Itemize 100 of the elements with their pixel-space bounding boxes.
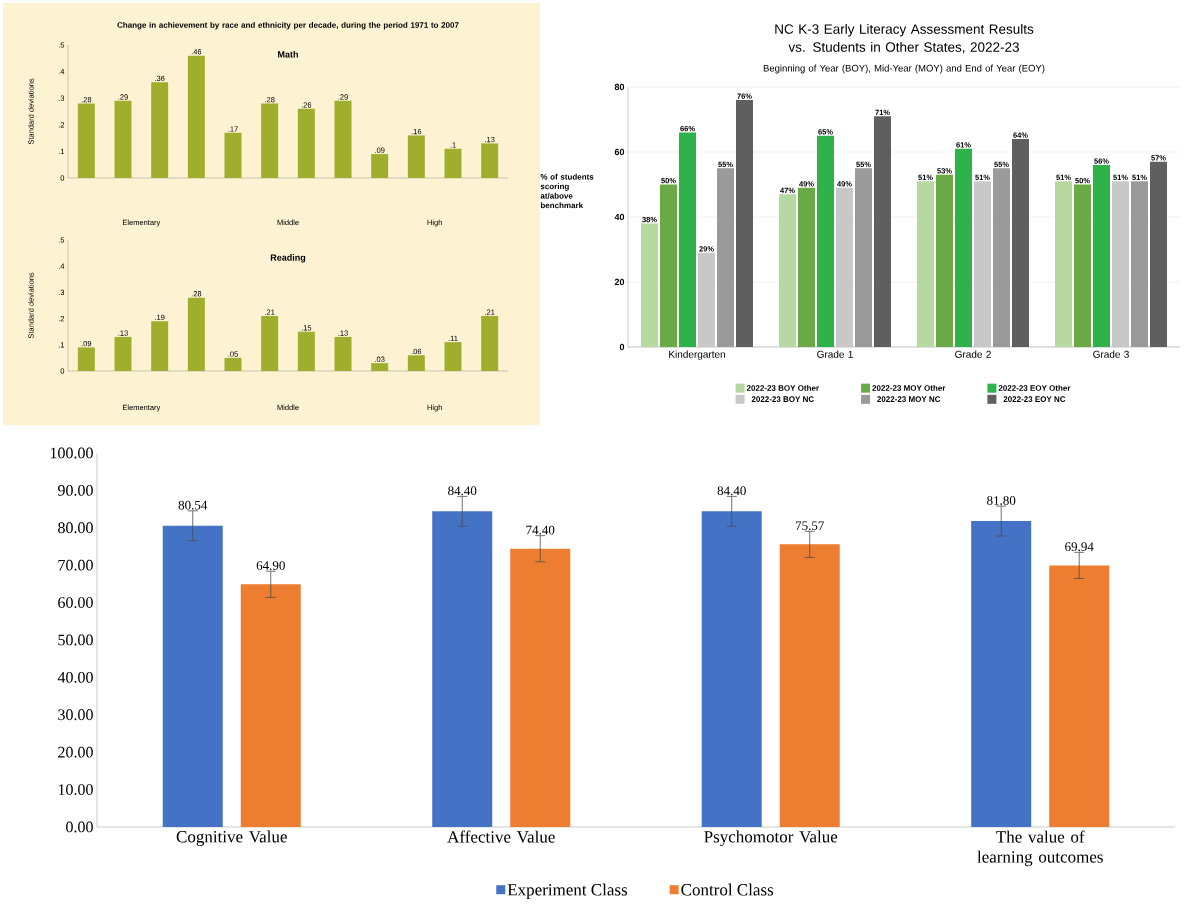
bar: [240, 584, 301, 827]
bar: [736, 99, 754, 347]
legend-label: 2022-23 MOY NC: [877, 396, 941, 402]
data-label: 64.90: [256, 561, 285, 570]
data-label: 84.40: [717, 486, 746, 496]
data-label: 69.94: [1065, 542, 1094, 552]
legend-label: 2022-23 EOY NC: [1003, 396, 1066, 402]
bar: [187, 297, 205, 371]
bar: [817, 135, 835, 347]
chart-title: NC K-3 Early Literacy Assessment Results vs. Students in Other States, 2022-23: [775, 23, 1034, 54]
y-axis-title: % of students scoring at/above benchmark: [540, 173, 594, 209]
x-tick-label: The value of learning outcomes: [977, 830, 1103, 867]
bar: [917, 181, 935, 347]
y-tick-label: 100.00: [50, 447, 93, 459]
bar: [261, 103, 279, 178]
chart-subtitle: Beginning of Year (BOY), Mid-Year (MOY) and End of Year (EOY): [763, 64, 1045, 74]
bar: [936, 174, 954, 347]
bar: [114, 100, 132, 178]
bar: [432, 511, 493, 827]
bar: [371, 363, 389, 371]
bar: [297, 108, 315, 178]
legend-label: Control Class: [681, 883, 774, 896]
y-tick-label: 40: [614, 213, 625, 221]
bar: [874, 116, 892, 347]
bar: [371, 154, 389, 178]
bar: [334, 336, 352, 371]
bar: [1150, 161, 1168, 347]
legend-label: 2022-23 BOY NC: [751, 396, 814, 402]
bar: [151, 82, 169, 178]
bar: [1131, 181, 1149, 347]
bar: [1093, 164, 1111, 347]
bar: [779, 544, 840, 827]
bar: [407, 135, 425, 178]
bar: [77, 103, 95, 178]
bar: [679, 132, 697, 347]
bar: [701, 511, 762, 827]
bar: [162, 525, 223, 827]
bar: [1055, 181, 1073, 347]
data-label: 75.57: [795, 521, 824, 531]
data-label: 74.40: [526, 525, 555, 535]
x-tick-label: Cognitive Value: [176, 830, 287, 846]
bar: [641, 223, 658, 347]
legend-label: 2022-23 EOY Other: [998, 384, 1071, 391]
bar: [1049, 565, 1110, 827]
x-tick-label: Affective Value: [447, 830, 555, 843]
bar: [224, 132, 242, 178]
bar: [407, 355, 425, 371]
bar: [77, 347, 95, 371]
bar: [798, 187, 815, 347]
bar: [187, 55, 205, 178]
x-tick-label: Grade 3: [1093, 350, 1129, 358]
data-label: 80.54: [178, 500, 208, 510]
bar: [717, 168, 735, 347]
y-tick-label: 40.00: [57, 671, 93, 683]
data-label: 84.40: [448, 486, 477, 496]
bar: [660, 184, 678, 347]
bar: [444, 342, 462, 371]
bar: [444, 148, 462, 178]
y-tick-label: 30.00: [58, 709, 93, 721]
bar: [481, 143, 499, 178]
bar: [1074, 184, 1092, 347]
legend-label: 2022-23 BOY Other: [746, 384, 819, 391]
x-tick-label: Grade 1: [817, 350, 853, 358]
y-tick-label: 50.00: [58, 634, 93, 646]
bar: [855, 168, 873, 347]
bar: [481, 315, 499, 371]
bar: [334, 100, 352, 178]
bar: [261, 315, 279, 371]
bar: [297, 331, 315, 371]
y-tick-label: 0.00: [66, 821, 93, 833]
y-tick-label: 80: [614, 83, 625, 91]
text: Math: [278, 51, 298, 58]
y-tick-label: 60: [614, 148, 625, 156]
data-label: 81.80: [987, 496, 1016, 505]
bar: [1112, 181, 1130, 347]
bar: [151, 321, 169, 371]
y-tick-label: 20.00: [58, 746, 93, 758]
bar: [974, 181, 992, 347]
bar: [955, 148, 973, 347]
x-tick-label: Kindergarten: [669, 350, 725, 360]
y-tick-label: 10.00: [58, 784, 93, 796]
bar: [114, 336, 132, 371]
text: Reading: [270, 254, 306, 263]
bar: [993, 168, 1011, 347]
chart-title: Change in achievement by race and ethnicity per decade, during the period 1971 to 2007: [117, 21, 459, 30]
y-tick-label: 80.00: [58, 522, 93, 534]
legend-label: 2022-23 MOY Other: [872, 384, 946, 391]
bar: [836, 187, 854, 347]
y-tick-label: 70.00: [58, 559, 93, 571]
y-tick-label: 0: [619, 343, 625, 351]
x-tick-label: Grade 2: [955, 350, 991, 358]
y-tick-label: 90.00: [57, 484, 93, 496]
bar: [510, 548, 571, 827]
legend-label: Experiment Class: [507, 883, 628, 899]
bar: [1012, 139, 1030, 347]
y-tick-label: 20: [614, 278, 625, 286]
bar: [971, 521, 1032, 827]
x-tick-label: Psychomotor Value: [704, 830, 838, 846]
bar: [224, 357, 242, 371]
y-tick-label: 60.00: [58, 597, 93, 609]
